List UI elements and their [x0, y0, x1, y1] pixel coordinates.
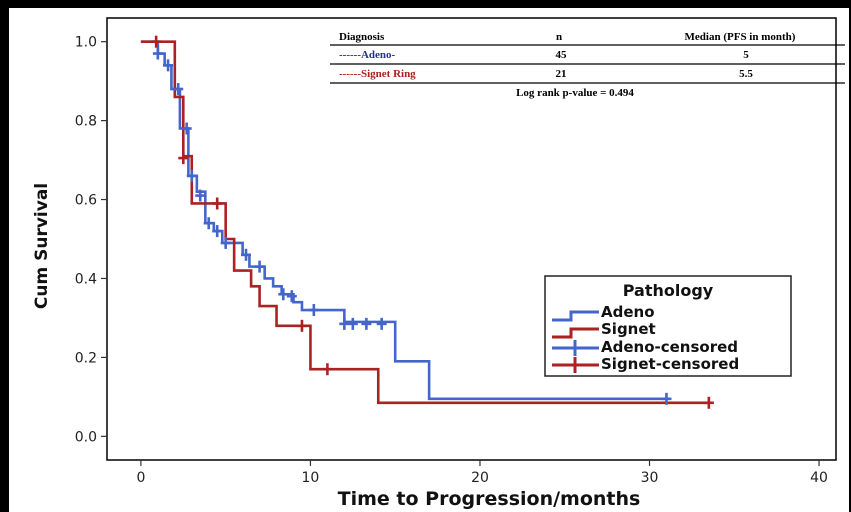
censor-marks — [151, 35, 714, 409]
legend-adeno-label: Adeno — [601, 303, 655, 321]
table-header-n: n — [556, 31, 562, 43]
stats-table: Diagnosis n Median (PFS in month) ------… — [330, 31, 845, 99]
legend-signet-label: Signet — [601, 320, 656, 338]
censor-mark-adeno — [286, 290, 297, 303]
y-tick-label: 1.0 — [75, 35, 97, 51]
censor-mark-signet — [178, 152, 189, 165]
y-tick-label: 0.8 — [75, 114, 97, 130]
censor-mark-adeno — [173, 83, 184, 96]
y-tick-label: 0.4 — [75, 271, 97, 287]
x-tick-label: 30 — [641, 470, 659, 486]
y-tick-label: 0.2 — [75, 350, 97, 366]
censor-mark-adeno — [220, 236, 231, 249]
table-footnote: Log rank p-value = 0.494 — [516, 87, 634, 99]
legend-box — [544, 275, 792, 377]
censor-mark-adeno — [203, 217, 214, 230]
y-axis-title: Cum Survival — [32, 183, 52, 309]
censor-mark-adeno — [361, 317, 372, 330]
censor-mark-adeno — [339, 317, 350, 330]
censor-mark-adeno — [278, 288, 289, 301]
censor-mark-signet — [322, 363, 333, 376]
legend-signet-censored-swatch — [552, 357, 599, 373]
legend-signet-swatch — [552, 327, 599, 339]
y-axis: 0.0 0.2 0.4 0.6 0.8 1.0 — [75, 35, 107, 445]
censor-mark-adeno — [195, 189, 206, 202]
censor-mark-adeno — [308, 304, 319, 317]
censor-mark-adeno — [254, 260, 265, 273]
table-row-signet-diagnosis: ------Signet Ring — [339, 68, 416, 80]
censor-mark-signet — [212, 197, 223, 210]
table-row-signet-median: 5.5 — [739, 68, 753, 80]
x-axis-title: Time to Progression/months — [338, 488, 641, 510]
y-tick-label: 0.0 — [75, 429, 97, 445]
censor-mark-adeno — [186, 169, 197, 182]
table-row-adeno-diagnosis: ------Adeno- — [339, 49, 396, 61]
table-header-diagnosis: Diagnosis — [339, 31, 385, 43]
censor-mark-adeno — [376, 317, 387, 330]
table-header-median: Median (PFS in month) — [685, 31, 796, 43]
x-tick-label: 0 — [136, 470, 145, 486]
legend-adeno-swatch — [552, 310, 599, 322]
censor-mark-adeno — [181, 122, 192, 135]
censor-mark-adeno — [212, 225, 223, 238]
table-row-signet-n: 21 — [556, 68, 567, 80]
legend: Pathology Adeno Signet Adeno-censored Si… — [544, 275, 792, 377]
y-tick-label: 0.6 — [75, 193, 97, 209]
censor-mark-adeno — [661, 392, 672, 405]
survival-chart: 0.0 0.2 0.4 0.6 0.8 1.0 0 10 20 30 40 Diagnosis n… — [32, 17, 845, 510]
censor-mark-adeno — [152, 47, 163, 60]
series-line-signet — [140, 40, 709, 405]
x-tick-label: 40 — [810, 470, 828, 486]
table-row-adeno-median: 5 — [743, 49, 749, 61]
censor-mark-signet — [296, 319, 307, 332]
plot-area — [106, 17, 837, 461]
censor-mark-adeno — [347, 317, 358, 330]
x-tick-label: 20 — [471, 470, 489, 486]
censor-mark-signet — [151, 35, 162, 48]
x-axis: 0 10 20 30 40 — [136, 460, 828, 486]
legend-signet-censored-label: Signet-censored — [601, 355, 739, 373]
legend-adeno-censored-label: Adeno-censored — [601, 338, 738, 356]
x-tick-label: 10 — [302, 470, 320, 486]
chart-frame: 0.0 0.2 0.4 0.6 0.8 1.0 0 10 20 30 40 Diagnosis n… — [9, 8, 849, 512]
censor-mark-signet — [703, 396, 714, 409]
censor-mark-adeno — [163, 59, 174, 72]
legend-adeno-censored-swatch — [552, 340, 599, 356]
table-row-adeno-n: 45 — [556, 49, 568, 61]
censor-mark-adeno — [241, 248, 252, 261]
legend-title: Pathology — [623, 281, 714, 300]
